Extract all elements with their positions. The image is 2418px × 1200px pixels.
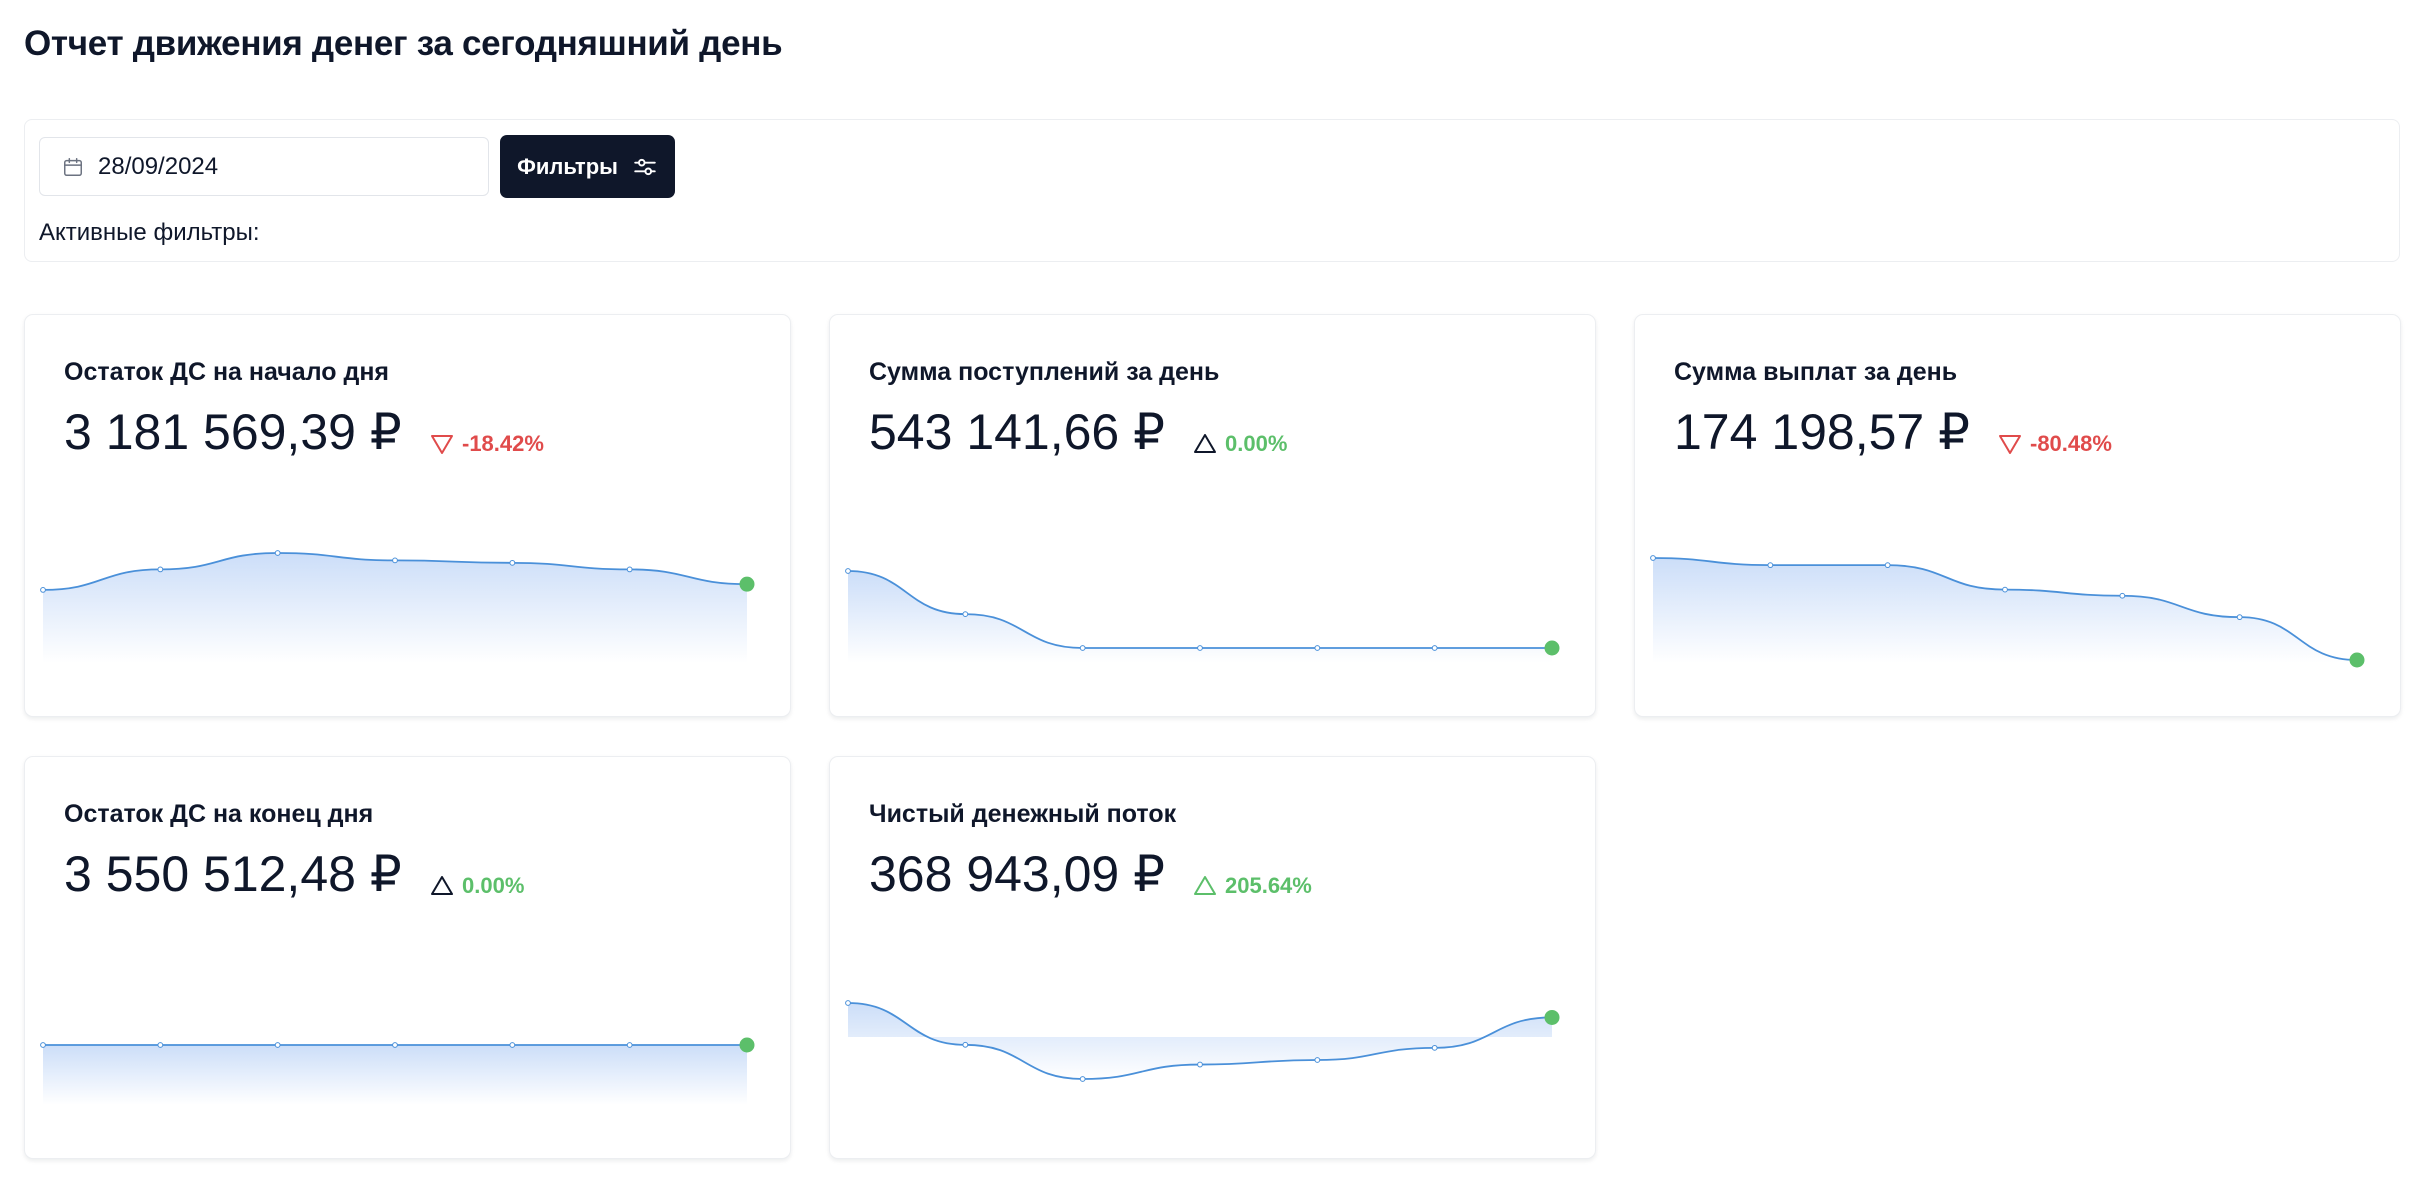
kpi-card-income: Сумма поступлений за день 543 141,66 ₽ 0… bbox=[829, 314, 1596, 717]
kpi-card-closing-balance: Остаток ДС на конец дня 3 550 512,48 ₽ 0… bbox=[24, 756, 791, 1159]
sparkline-point bbox=[274, 550, 281, 556]
sparkline-point bbox=[626, 566, 633, 573]
date-value: 28/09/2024 bbox=[98, 152, 219, 180]
triangle-down-icon bbox=[1999, 435, 2021, 454]
card-title: Сумма поступлений за день bbox=[869, 358, 1220, 386]
sparkline-point bbox=[2119, 592, 2126, 599]
card-value: 3 550 512,48 ₽ bbox=[64, 846, 402, 902]
sparkline-point bbox=[1431, 1044, 1438, 1051]
sparkline-point bbox=[845, 568, 851, 574]
sparkline-point bbox=[392, 1042, 398, 1048]
kpi-card-net-cash-flow: Чистый денежный поток 368 943,09 ₽ 205.6… bbox=[829, 756, 1596, 1159]
sparkline-area bbox=[848, 1003, 1552, 1079]
sparkline-endpoint bbox=[739, 576, 755, 592]
sparkline-endpoint bbox=[1544, 1009, 1560, 1025]
sparkline-point bbox=[157, 1042, 164, 1048]
sparkline-point bbox=[845, 1000, 851, 1006]
filters-button[interactable]: Фильтры bbox=[500, 135, 675, 198]
sparkline-chart bbox=[845, 568, 1560, 663]
triangle-up-icon bbox=[1194, 434, 1216, 453]
sparkline-area bbox=[1653, 558, 2357, 663]
sparkline-point bbox=[392, 557, 398, 564]
sparkline-chart bbox=[40, 550, 755, 663]
sparkline-area bbox=[43, 1045, 747, 1105]
sparkline-chart bbox=[1650, 555, 2365, 668]
card-title: Остаток ДС на конец дня bbox=[64, 800, 374, 828]
sparkline-point bbox=[626, 1042, 633, 1048]
card-title: Остаток ДС на начало дня bbox=[64, 358, 390, 386]
sparkline-point bbox=[274, 1042, 281, 1048]
card-value: 368 943,09 ₽ bbox=[869, 846, 1165, 902]
delta-value: 0.00% bbox=[1225, 431, 1288, 456]
sparkline-point bbox=[1314, 645, 1321, 651]
sparkline-point bbox=[1197, 1061, 1203, 1068]
card-value: 174 198,57 ₽ bbox=[1674, 404, 1970, 460]
sparkline-point bbox=[1767, 562, 1774, 569]
sparkline-area bbox=[43, 553, 747, 663]
sparkline-area bbox=[848, 571, 1552, 663]
delta-badge: 205.64% bbox=[1193, 873, 1312, 899]
filters-button-label: Фильтры bbox=[517, 153, 618, 179]
filter-panel: 28/09/2024 Фильтры Активные фильтры: bbox=[24, 119, 2400, 262]
sparkline-chart bbox=[845, 1000, 1560, 1082]
sparkline-point bbox=[1197, 645, 1203, 651]
delta-value: 0.00% bbox=[462, 873, 525, 898]
delta-badge: 0.00% bbox=[430, 873, 524, 899]
card-value: 543 141,66 ₽ bbox=[869, 404, 1165, 460]
sparkline-chart bbox=[40, 1037, 755, 1105]
sparkline-point bbox=[962, 1041, 969, 1048]
sparkline-point bbox=[1079, 645, 1086, 651]
delta-value: -18.42% bbox=[462, 431, 544, 456]
sparkline-point bbox=[1314, 1057, 1321, 1063]
active-filters-label: Активные фильтры: bbox=[39, 219, 260, 246]
card-title: Чистый денежный поток bbox=[869, 800, 1177, 828]
card-value: 3 181 569,39 ₽ bbox=[64, 404, 402, 460]
sparkline-point bbox=[2236, 614, 2243, 621]
delta-badge: -80.48% bbox=[1998, 431, 2112, 457]
page-title: Отчет движения денег за сегодняшний день bbox=[24, 24, 783, 63]
sparkline-point bbox=[509, 559, 516, 566]
sparkline-endpoint bbox=[739, 1037, 755, 1053]
sparkline-point bbox=[1431, 645, 1438, 651]
sparkline-point bbox=[509, 1042, 516, 1048]
sparkline-endpoint bbox=[2349, 652, 2365, 668]
sparkline-point bbox=[2002, 586, 2008, 593]
sparkline-point bbox=[1079, 1076, 1086, 1082]
sparkline-point bbox=[157, 566, 164, 573]
date-picker-input[interactable]: 28/09/2024 bbox=[39, 137, 489, 196]
sparkline-point bbox=[1650, 555, 1656, 561]
delta-value: 205.64% bbox=[1225, 873, 1312, 898]
triangle-down-icon bbox=[431, 435, 453, 454]
sparkline-point bbox=[40, 587, 46, 593]
calendar-icon bbox=[64, 157, 82, 176]
sparkline-endpoint bbox=[1544, 640, 1560, 656]
triangle-up-icon bbox=[431, 876, 453, 895]
triangle-up-icon bbox=[1194, 876, 1216, 895]
kpi-card-opening-balance: Остаток ДС на начало дня 3 181 569,39 ₽ … bbox=[24, 314, 791, 717]
kpi-card-payouts: Сумма выплат за день 174 198,57 ₽ -80.48… bbox=[1634, 314, 2401, 717]
sparkline-point bbox=[40, 1042, 46, 1048]
card-title: Сумма выплат за день bbox=[1674, 358, 1958, 386]
sparkline-point bbox=[962, 611, 969, 618]
delta-badge: -18.42% bbox=[430, 431, 544, 457]
sliders-icon bbox=[634, 158, 656, 175]
sparkline-point bbox=[1884, 562, 1891, 569]
delta-value: -80.48% bbox=[2030, 431, 2112, 456]
delta-badge: 0.00% bbox=[1193, 431, 1287, 457]
